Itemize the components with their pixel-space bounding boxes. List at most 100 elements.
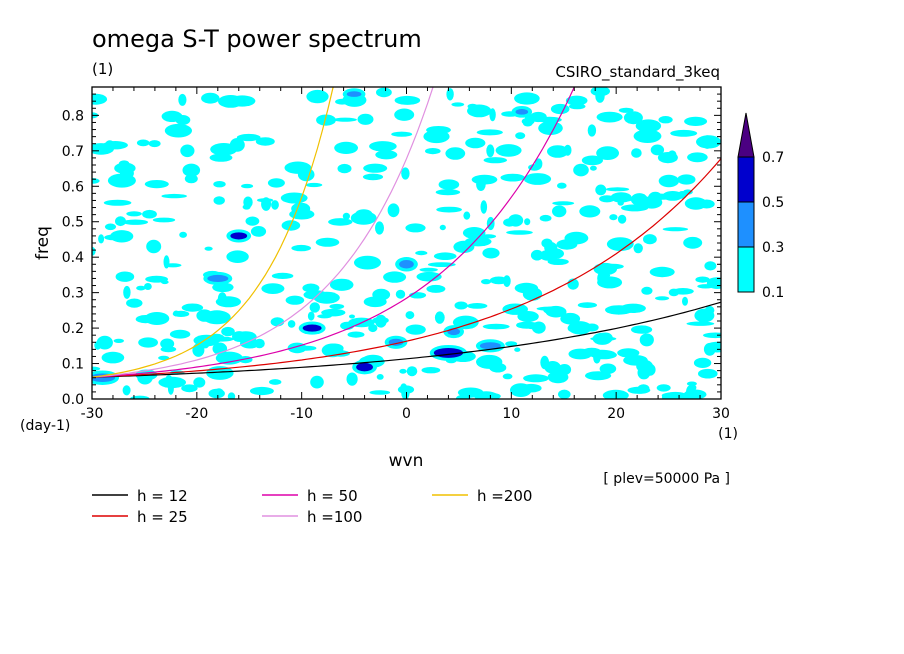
colorbar-segment [737, 246, 755, 293]
legend-label: h =100 [307, 508, 362, 526]
contour-patch [363, 296, 387, 308]
y-axis-label: freq [33, 226, 53, 260]
contour-patch [606, 237, 634, 252]
contour-patch [245, 216, 260, 226]
x-tick-label: 10 [502, 406, 520, 422]
contour-patch [164, 123, 192, 138]
contour-patch [161, 280, 169, 285]
contour-region [515, 108, 529, 115]
contour-patch [243, 196, 253, 208]
contour-patch [347, 331, 365, 338]
contour-patch [284, 161, 312, 174]
colorbar: 0.1 0.3 0.5 0.7 [737, 112, 784, 301]
contour-patch [416, 271, 442, 282]
contour-patch [419, 267, 438, 272]
chart-subtitle-left: (1) [92, 60, 113, 78]
contour-patch [641, 286, 653, 295]
contour-patch [568, 321, 592, 335]
contour-patch [506, 230, 533, 235]
contour-patch [446, 88, 454, 101]
contour-patch [267, 178, 285, 188]
contour-patch [92, 93, 108, 105]
contour-patch [261, 197, 272, 211]
contour-patch [503, 218, 517, 227]
contour-patch [98, 234, 105, 244]
contour-patch [158, 376, 186, 388]
contour-patch [291, 202, 311, 215]
contour-patch [376, 374, 384, 380]
contour-patch [180, 144, 195, 158]
y-tick-label: 0.3 [62, 286, 84, 302]
contour-patch [435, 189, 461, 196]
contour-patch [658, 174, 680, 188]
contour-patch [502, 303, 528, 315]
contour-patch [668, 288, 680, 297]
contour-patch [394, 95, 421, 105]
contour-patch [686, 385, 695, 398]
contour-patch [426, 284, 446, 293]
contour-patch [210, 143, 238, 156]
contour-patch [271, 272, 294, 279]
contour-patch [215, 351, 243, 365]
contour-patch [270, 317, 285, 327]
contour-patch [226, 250, 249, 263]
contour-patch [631, 325, 653, 334]
contour-patch [173, 310, 180, 317]
contour-patch [657, 152, 678, 164]
contour-patch [595, 184, 607, 196]
contour-patch [349, 314, 355, 319]
contour-patch [656, 384, 671, 392]
contour-patch [687, 152, 708, 163]
contour-patch [522, 287, 543, 301]
contour-patch [309, 302, 320, 313]
contour-patch [486, 144, 495, 158]
contour-patch [126, 298, 143, 308]
contour-patch [249, 386, 274, 396]
x-tick-label: 30 [712, 406, 730, 422]
y-tick-label: 0.6 [62, 179, 84, 195]
contour-patch [329, 303, 345, 310]
contour-patch [204, 246, 213, 251]
contour-patch [241, 183, 254, 189]
contour-patch [693, 357, 712, 368]
contour-patch [433, 252, 457, 260]
contour-patch [96, 335, 113, 350]
y-tick-label: 0.1 [62, 357, 84, 373]
contour-patch [703, 332, 721, 339]
contour-patch [465, 137, 486, 149]
legend: h = 12 h = 25 h = 50 h =100 h =200 [92, 487, 532, 526]
contour-patch [565, 95, 588, 106]
contour-region [230, 232, 248, 240]
contour-patch [375, 221, 384, 235]
contour-patch [590, 87, 610, 97]
x-axis-label: wvn [389, 451, 424, 471]
contour-patch [400, 383, 408, 392]
contour-patch [215, 296, 241, 308]
contour-patch [623, 111, 643, 125]
contour-patch [510, 383, 532, 397]
contour-patch [529, 111, 547, 123]
contour-patch [655, 296, 670, 301]
contour-patch [677, 174, 696, 185]
contour-patch [557, 182, 567, 189]
contour-patch [394, 108, 415, 121]
contour-patch [661, 392, 688, 399]
contour-patch [144, 180, 169, 189]
contour-patch [236, 133, 261, 142]
contour-patch [280, 192, 308, 204]
contour-patch [544, 361, 561, 374]
contour-patch [476, 129, 503, 136]
contour-patch [545, 305, 567, 318]
contour-patch [514, 347, 521, 352]
contour-patch [103, 199, 132, 206]
contour-region [346, 91, 362, 97]
contour-patch [524, 178, 544, 183]
contour-patch [346, 372, 358, 386]
contour-patch [550, 103, 570, 115]
y-tick-label: 0.7 [62, 144, 84, 160]
contour-patch [495, 144, 522, 157]
contour-patch [636, 359, 653, 373]
contour-patch [405, 324, 426, 335]
contour-patch [483, 157, 507, 164]
contour-region [399, 260, 414, 269]
